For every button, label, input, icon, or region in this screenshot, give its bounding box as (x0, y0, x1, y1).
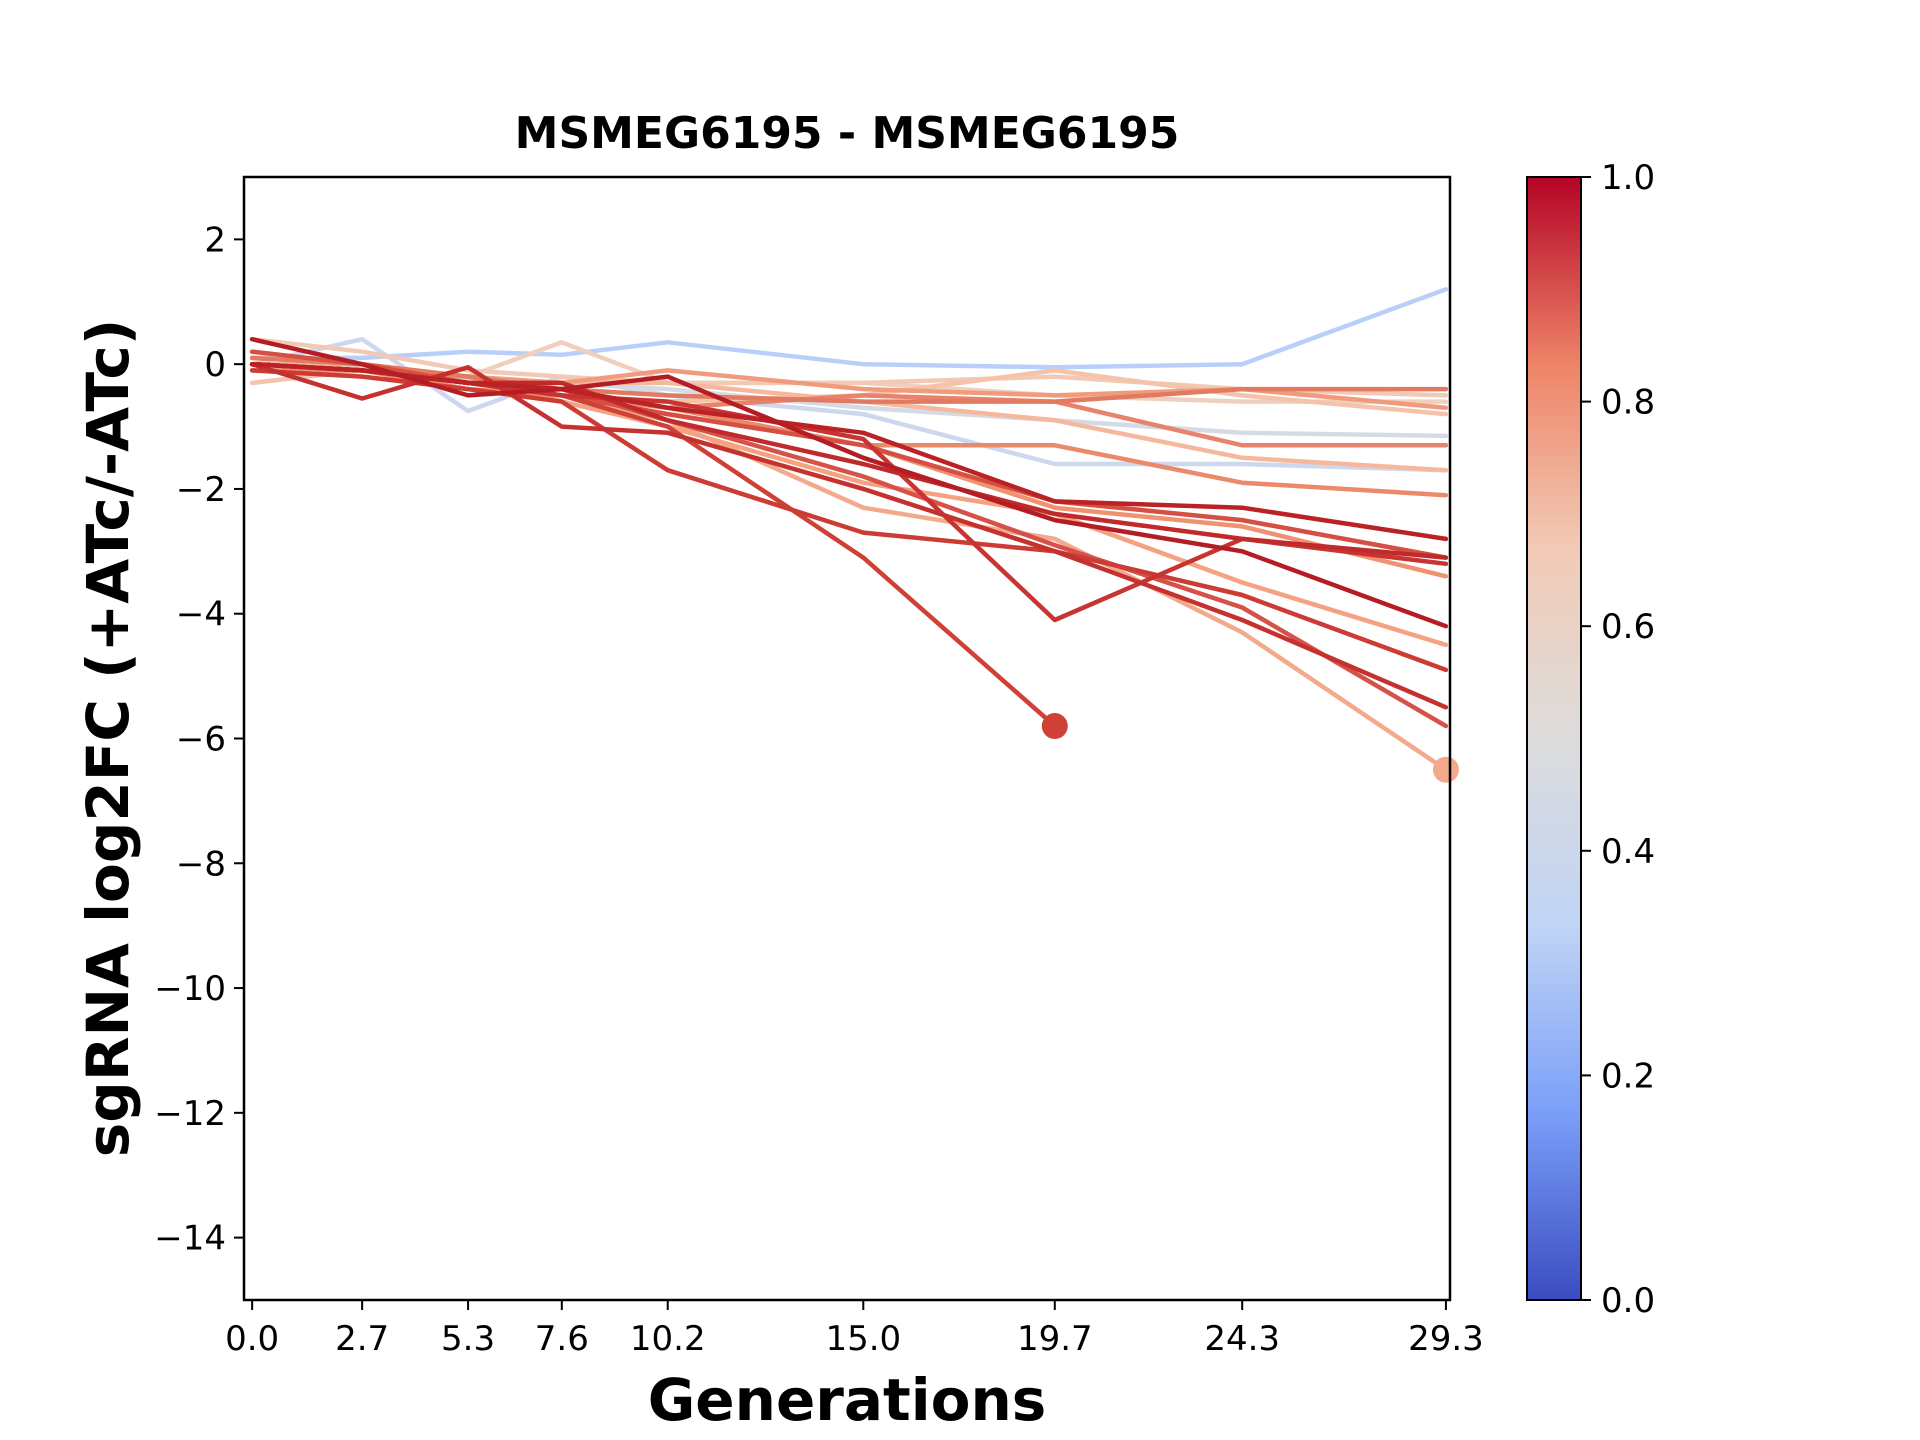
colorbar: 0.0 0.2 0.4 0.6 0.8 1.0 (1526, 158, 1655, 1321)
y-axis-title: sgRNA log2FC (+ATc/-ATc) (74, 319, 142, 1157)
x-tick-label-0: 0.0 (225, 1319, 279, 1359)
colorbar-tick-label-1: 0.2 (1601, 1056, 1655, 1096)
x-axis: 0.0 2.7 5.3 7.6 10.2 15.0 19.7 24.3 29.3 (225, 1300, 1484, 1359)
colorbar-scale (1526, 176, 1582, 1301)
y-tick-label-8: −14 (154, 1219, 226, 1259)
series-line-1 (249, 287, 1449, 370)
x-tick-label-3: 7.6 (535, 1319, 589, 1359)
x-tick-label-4: 10.2 (630, 1319, 706, 1359)
x-tick-label-8: 29.3 (1408, 1319, 1484, 1359)
colorbar-tick-label-0: 0.0 (1601, 1281, 1655, 1321)
chart-title: MSMEG6195 - MSMEG6195 (515, 108, 1180, 159)
x-tick-label-2: 5.3 (441, 1319, 495, 1359)
colorbar-ticks: 0.0 0.2 0.4 0.6 0.8 1.0 (1581, 158, 1655, 1321)
y-tick-label-5: −8 (176, 844, 226, 884)
colorbar-tick-label-2: 0.4 (1601, 832, 1655, 872)
y-tick-label-3: −4 (176, 595, 226, 635)
y-axis: 2 0 −2 −4 −6 −8 −10 −12 −14 (154, 220, 244, 1259)
x-tick-label-6: 19.7 (1017, 1319, 1093, 1359)
series-line-16 (249, 349, 1449, 560)
y-tick-label-6: −10 (154, 969, 226, 1009)
x-tick-label-1: 2.7 (335, 1319, 389, 1359)
colorbar-tick-label-5: 1.0 (1601, 158, 1655, 198)
series-line-23 (249, 336, 1449, 629)
y-tick-label-4: −6 (176, 720, 226, 760)
x-tick-label-5: 15.0 (825, 1319, 901, 1359)
x-tick-label-7: 24.3 (1204, 1319, 1280, 1359)
series-line-20 (249, 361, 1449, 710)
y-tick-label-0: 2 (204, 220, 226, 260)
y-tick-label-7: −12 (154, 1094, 226, 1134)
colorbar-tick-label-3: 0.6 (1601, 607, 1655, 647)
series-line-18 (249, 368, 1449, 673)
series-line-15 (249, 361, 1449, 729)
end-marker-2 (1432, 756, 1459, 783)
colorbar-tick-label-4: 0.8 (1601, 383, 1655, 423)
plot-area (249, 287, 1459, 783)
plot-frame (242, 175, 1452, 1302)
end-marker-1 (1041, 713, 1068, 740)
series-line-8 (249, 361, 1449, 772)
y-tick-label-2: −2 (176, 470, 226, 510)
y-tick-label-1: 0 (204, 345, 226, 385)
x-axis-title: Generations (648, 1366, 1047, 1434)
